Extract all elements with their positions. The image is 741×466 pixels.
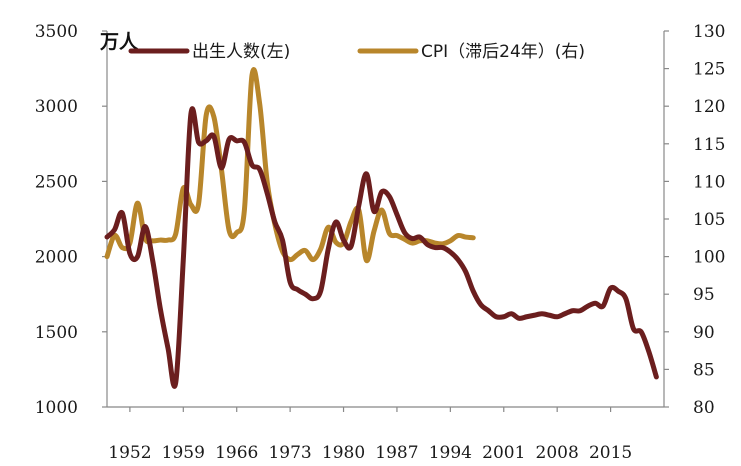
cpi-points	[107, 75, 473, 260]
left-tick-label: 1500	[35, 323, 78, 343]
right-tick-label: 115	[693, 135, 725, 155]
x-tick-label: 2015	[589, 443, 632, 463]
right-tick-label: 100	[693, 248, 725, 268]
x-tick-label: 1952	[108, 443, 151, 463]
left-tick-label: 2500	[35, 172, 78, 192]
right-tick-label: 125	[693, 60, 725, 80]
right-tick-label: 80	[693, 398, 715, 418]
right-y-axis: 80 85 90 95 100 105 110 115 120 125 130	[663, 22, 725, 418]
left-tick-label: 3000	[35, 97, 78, 117]
x-tick-label: 2008	[536, 443, 579, 463]
births-series-line	[104, 106, 659, 389]
right-tick-label: 110	[693, 172, 725, 192]
x-tick-label: 1973	[268, 443, 311, 463]
x-tick-label: 1980	[322, 443, 365, 463]
left-y-axis: 1000 1500 2000 2500 3000 3500	[35, 22, 108, 418]
x-tick-label: 1987	[375, 443, 418, 463]
right-tick-label: 130	[693, 22, 725, 42]
series-layer	[104, 67, 659, 389]
right-tick-label: 85	[693, 360, 715, 380]
x-tick-label: 2001	[482, 443, 525, 463]
x-tick-label: 1966	[215, 443, 258, 463]
legend-births-label: 出生人数(左)	[192, 42, 290, 62]
left-tick-label: 1000	[35, 398, 78, 418]
legend-cpi-label: CPI（滞后24年）(右)	[421, 42, 585, 62]
x-tick-label: 1959	[162, 443, 205, 463]
left-tick-label: 3500	[35, 22, 78, 42]
x-tick-label: 1994	[429, 443, 472, 463]
right-tick-label: 95	[693, 285, 715, 305]
right-tick-label: 90	[693, 323, 715, 343]
right-tick-label: 120	[693, 97, 725, 117]
left-tick-label: 2000	[35, 248, 78, 268]
cpi-series-line	[104, 67, 476, 263]
left-axis-unit-label: 万人	[99, 31, 139, 53]
right-tick-label: 105	[693, 210, 725, 230]
x-axis: 1952 1959 1966 1973 1980 1987 1994 2001 2008 2015	[107, 406, 664, 463]
legend: 出生人数(左) CPI（滞后24年）(右)	[128, 42, 585, 62]
